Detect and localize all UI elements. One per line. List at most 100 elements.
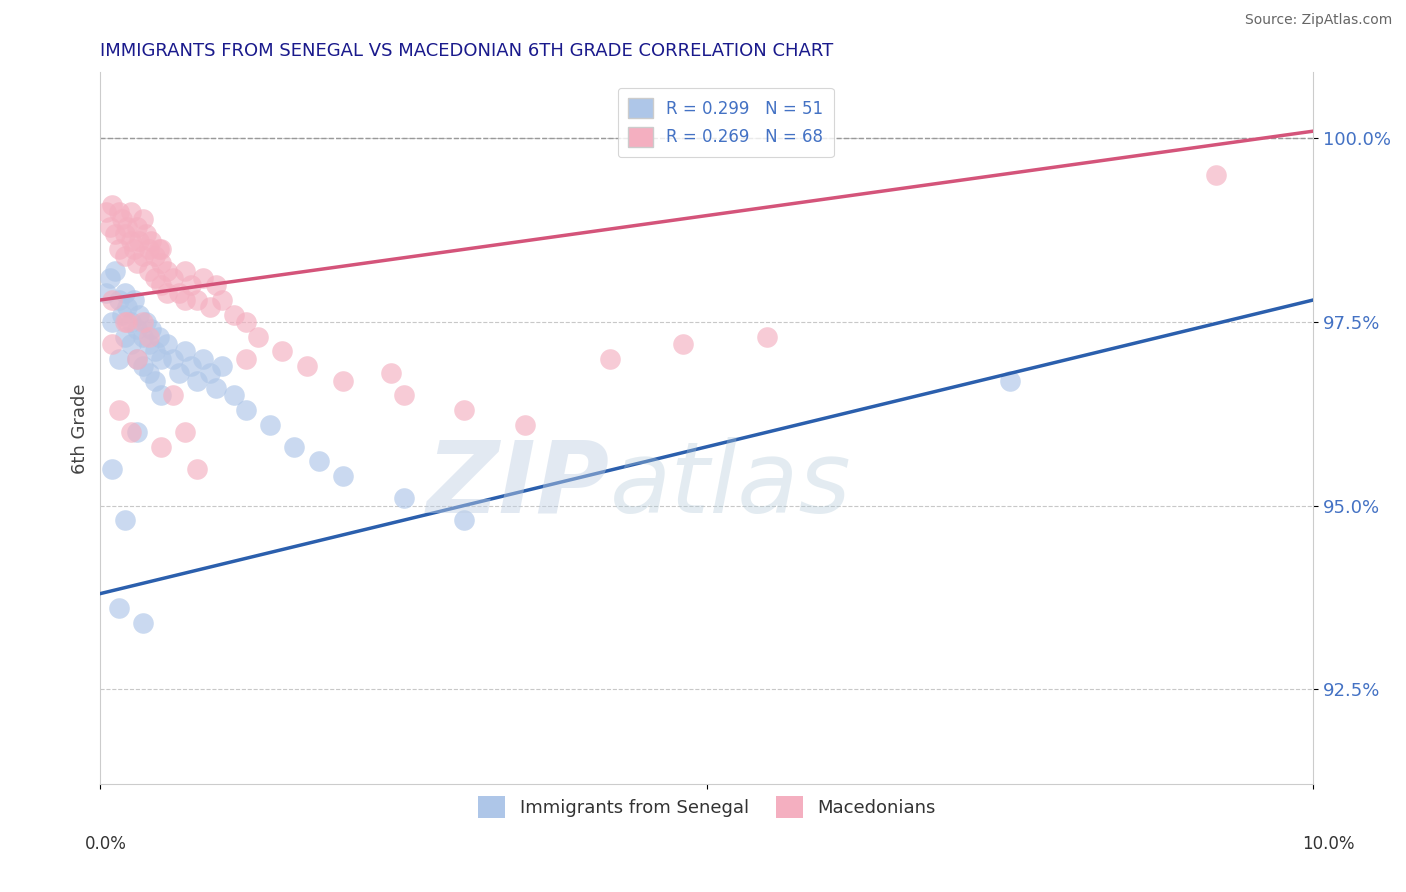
Point <box>114 513 136 527</box>
Point <box>392 491 415 505</box>
Point <box>124 293 146 307</box>
Text: atlas: atlas <box>610 437 852 534</box>
Point <box>135 315 157 329</box>
Y-axis label: 6th Grade: 6th Grade <box>72 384 89 474</box>
Point <box>120 205 142 219</box>
Text: IMMIGRANTS FROM SENEGAL VS MACEDONIAN 6TH GRADE CORRELATION CHART: IMMIGRANTS FROM SENEGAL VS MACEDONIAN 6T… <box>100 42 834 60</box>
Point <box>150 278 173 293</box>
Point <box>104 263 127 277</box>
Point <box>150 242 173 256</box>
Point <box>186 293 208 307</box>
Point <box>174 425 197 439</box>
Point <box>193 351 215 366</box>
Point <box>101 197 124 211</box>
Point <box>308 454 330 468</box>
Point <box>114 227 136 241</box>
Point <box>107 601 129 615</box>
Point <box>513 417 536 432</box>
Point <box>124 242 146 256</box>
Point <box>148 242 170 256</box>
Point <box>98 219 121 234</box>
Point <box>141 234 163 248</box>
Point <box>671 337 693 351</box>
Point <box>143 374 166 388</box>
Point <box>114 249 136 263</box>
Point <box>156 263 179 277</box>
Point <box>180 278 202 293</box>
Point <box>332 469 354 483</box>
Point <box>98 271 121 285</box>
Point <box>156 285 179 300</box>
Point <box>143 344 166 359</box>
Point <box>101 293 124 307</box>
Point <box>132 249 155 263</box>
Point <box>162 351 184 366</box>
Point <box>998 374 1021 388</box>
Point <box>125 256 148 270</box>
Text: ZIP: ZIP <box>427 437 610 534</box>
Point <box>143 249 166 263</box>
Point <box>107 293 129 307</box>
Point <box>101 315 124 329</box>
Point <box>193 271 215 285</box>
Point <box>162 271 184 285</box>
Point <box>128 308 150 322</box>
Point <box>148 329 170 343</box>
Point <box>114 285 136 300</box>
Point <box>120 337 142 351</box>
Point <box>174 293 197 307</box>
Point <box>96 205 118 219</box>
Point <box>204 278 226 293</box>
Point <box>132 315 155 329</box>
Point <box>114 329 136 343</box>
Text: 0.0%: 0.0% <box>84 835 127 853</box>
Point <box>222 308 245 322</box>
Point <box>132 359 155 373</box>
Point <box>107 403 129 417</box>
Point <box>114 315 136 329</box>
Point <box>138 337 160 351</box>
Point <box>125 425 148 439</box>
Point <box>186 462 208 476</box>
Point <box>111 308 134 322</box>
Point <box>120 315 142 329</box>
Point <box>128 234 150 248</box>
Point <box>120 234 142 248</box>
Point <box>132 615 155 630</box>
Point <box>143 271 166 285</box>
Point <box>283 440 305 454</box>
Point <box>180 359 202 373</box>
Point <box>186 374 208 388</box>
Point <box>111 212 134 227</box>
Point <box>174 263 197 277</box>
Point <box>271 344 294 359</box>
Point <box>756 329 779 343</box>
Point <box>101 337 124 351</box>
Point <box>1205 168 1227 182</box>
Point <box>211 293 233 307</box>
Legend: Immigrants from Senegal, Macedonians: Immigrants from Senegal, Macedonians <box>471 789 943 825</box>
Point <box>115 219 138 234</box>
Point <box>235 403 257 417</box>
Point <box>162 388 184 402</box>
Point <box>115 301 138 315</box>
Point <box>235 351 257 366</box>
Point <box>332 374 354 388</box>
Point <box>150 351 173 366</box>
Point <box>104 227 127 241</box>
Point <box>115 315 138 329</box>
Point <box>107 205 129 219</box>
Point <box>150 388 173 402</box>
Point <box>198 301 221 315</box>
Point <box>120 425 142 439</box>
Point <box>235 315 257 329</box>
Point <box>211 359 233 373</box>
Point <box>222 388 245 402</box>
Point <box>107 242 129 256</box>
Point <box>247 329 270 343</box>
Point <box>125 219 148 234</box>
Point <box>132 329 155 343</box>
Point <box>96 285 118 300</box>
Point <box>138 367 160 381</box>
Point <box>107 351 129 366</box>
